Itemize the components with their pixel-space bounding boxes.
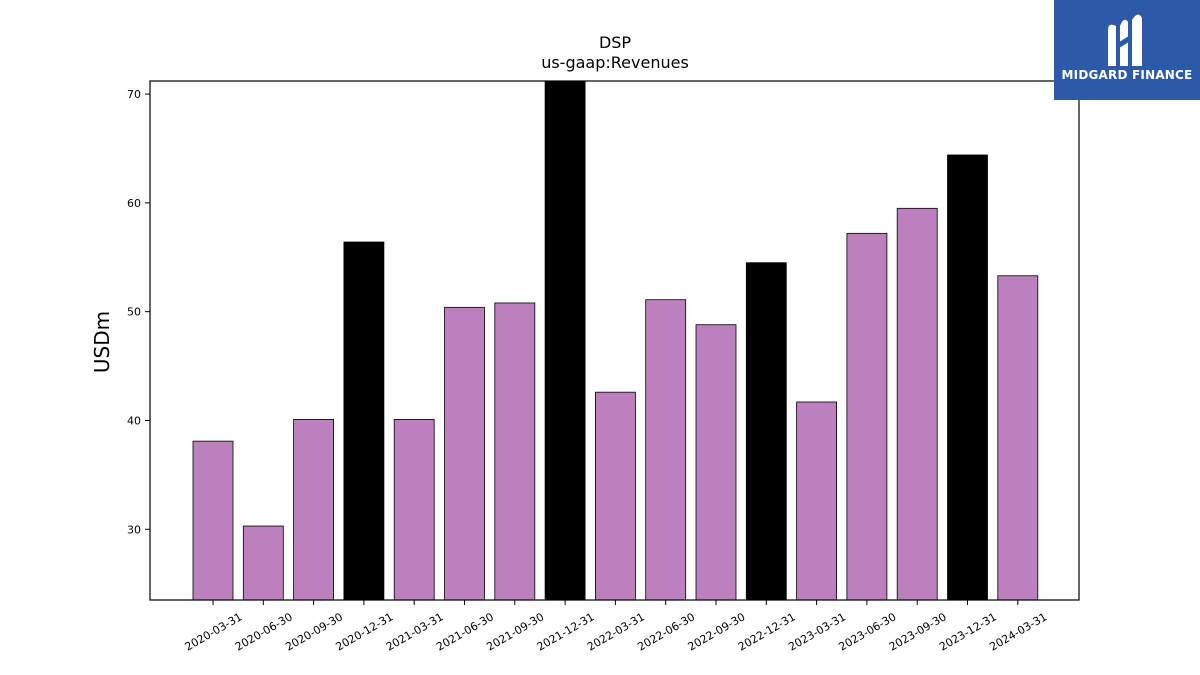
bar-2022-12-31 [745, 262, 787, 601]
bar-2023-12-31 [947, 154, 988, 601]
bar-2022-09-30 [695, 324, 737, 601]
bar-2024-03-31 [997, 275, 1039, 601]
midgard-finance-logo: MIDGARD FINANCE [1054, 0, 1200, 100]
y-tick-label: 60 [127, 197, 141, 210]
bar-2022-06-30 [645, 299, 687, 601]
bars-group [192, 80, 1039, 601]
chart-subtitle: us-gaap:Revenues [541, 53, 689, 72]
y-tick-label: 30 [127, 523, 141, 536]
plot-frame [149, 80, 1080, 601]
bar-2022-03-31 [595, 391, 636, 601]
y-tick-label: 40 [127, 414, 141, 427]
y-tick-label: 70 [127, 88, 141, 101]
bar-2021-09-30 [494, 302, 536, 601]
y-axis-label: USDm [90, 311, 114, 373]
bar-2020-09-30 [293, 418, 335, 601]
chart-title: DSP [599, 33, 631, 52]
x-tick-label: 2024-03-31 [987, 610, 1049, 653]
bar-2021-06-30 [444, 306, 485, 601]
bar-2021-03-31 [393, 418, 435, 601]
logo-text: MIDGARD FINANCE [1061, 68, 1193, 82]
x-axis: 2020-03-312020-06-302020-09-302020-12-31… [183, 600, 1049, 654]
midgard-m-icon [1108, 14, 1142, 67]
bar-2023-03-31 [796, 401, 837, 601]
bar-2020-12-31 [343, 241, 385, 601]
y-axis: 30 40 50 60 70 [127, 88, 150, 536]
bar-2021-12-31 [544, 80, 586, 601]
bar-2023-09-30 [896, 207, 938, 601]
y-tick-label: 50 [127, 306, 141, 319]
bar-2023-06-30 [846, 232, 888, 601]
bar-2020-03-31 [192, 440, 234, 601]
bar-2020-06-30 [242, 525, 284, 601]
